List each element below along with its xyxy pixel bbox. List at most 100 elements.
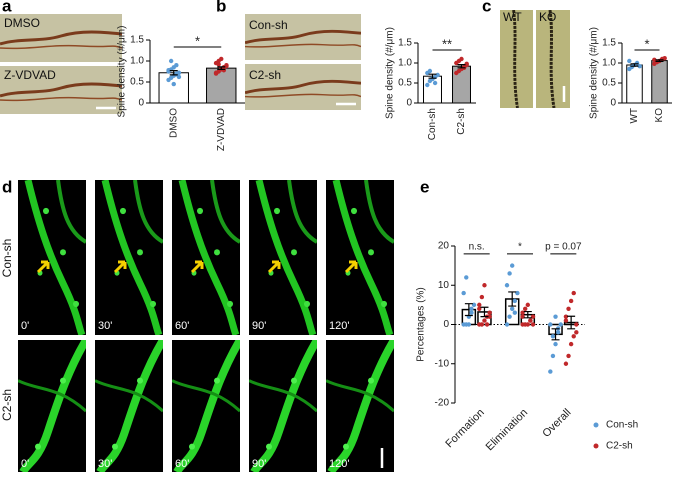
data-point [477, 302, 482, 308]
data-point [469, 310, 474, 315]
data-point [555, 330, 561, 335]
significance: n.s. [469, 241, 485, 252]
error-bar [630, 63, 639, 67]
data-point [571, 334, 576, 339]
data-point [662, 56, 667, 61]
panel-label: d [2, 177, 12, 196]
arrow [344, 260, 358, 274]
time-label: 120' [329, 458, 349, 470]
y-axis-label: Spine density (#/μm) [385, 27, 396, 119]
x-tick-label: DMSO [168, 108, 179, 138]
x-tick-label: Z-VDVAD [216, 108, 227, 151]
micrograph [18, 180, 86, 335]
error-bar [655, 59, 664, 62]
data-point [558, 322, 563, 327]
x-tick-label: Overall [540, 407, 573, 440]
time-lapse: 0' 0' 30' 30' 60' 60' 90' 90' 120' 120' [18, 180, 394, 472]
data-point [466, 322, 472, 327]
y-tick-label: 0.5 [602, 78, 616, 89]
data-point [425, 82, 430, 88]
error-bar [169, 70, 178, 76]
time-label: 0' [21, 458, 29, 470]
data-point [482, 283, 487, 288]
data-point [213, 70, 219, 75]
significance: * [644, 36, 649, 51]
data-point [471, 302, 477, 308]
y-tick-label: 0 [443, 319, 449, 330]
image-label: KO [539, 10, 556, 24]
y-tick-label: -20 [435, 398, 450, 409]
data-point [166, 68, 171, 73]
error-bar [464, 303, 473, 317]
x-tick-label: KO [654, 108, 665, 123]
data-point [464, 61, 469, 66]
data-point [432, 80, 438, 86]
x-tick-label: WT [629, 108, 640, 124]
y-axis-label: Spine density (#/μm) [589, 27, 600, 119]
data-point [553, 314, 558, 319]
data-point [504, 283, 510, 288]
data-point [510, 263, 515, 268]
data-point [461, 290, 466, 296]
y-tick-label: 10 [438, 280, 450, 291]
data-point [464, 275, 469, 280]
data-point [548, 322, 553, 327]
image-label: DMSO [4, 16, 40, 30]
data-point [477, 306, 482, 311]
y-tick-label: 0 [610, 98, 616, 109]
y-tick-label: 0.5 [398, 78, 412, 89]
legend-marker [593, 422, 599, 428]
data-point [566, 353, 571, 359]
data-point [548, 369, 553, 374]
arrow [267, 260, 281, 274]
y-tick-label: 1.0 [130, 56, 144, 67]
image-label: C2-sh [249, 68, 281, 82]
data-point [563, 361, 569, 366]
error-bar [567, 315, 576, 330]
arrow [36, 260, 50, 274]
time-label: 0' [21, 320, 29, 332]
data-point [504, 322, 510, 327]
data-point [174, 62, 179, 68]
data-point [574, 322, 579, 327]
error-bar [457, 63, 466, 69]
significance: * [195, 33, 200, 48]
y-tick-label: 1.5 [130, 35, 144, 46]
significance: ** [442, 36, 452, 51]
data-point [574, 330, 579, 335]
data-point [523, 306, 528, 311]
data-point [512, 298, 517, 304]
data-point [530, 322, 536, 327]
micrograph [18, 340, 86, 472]
y-tick-label: 0 [138, 98, 144, 109]
data-point [427, 68, 433, 74]
data-point [479, 294, 485, 300]
data-point [487, 314, 492, 319]
y-tick-label: 1.5 [602, 38, 616, 49]
row-label: C2-sh [0, 389, 14, 421]
y-tick-label: 20 [438, 241, 450, 252]
row-label: Con-sh [0, 239, 14, 278]
x-tick-label: Formation [443, 407, 487, 451]
image-label: Z-VDVAD [4, 68, 56, 82]
error-bar [551, 328, 560, 341]
data-point [528, 318, 533, 323]
micrograph [249, 180, 317, 335]
significance: * [518, 241, 522, 252]
data-point [487, 310, 492, 315]
micrograph [95, 180, 163, 335]
image-label: Con-sh [249, 18, 288, 32]
panel-label: a [2, 0, 12, 15]
panel-label: b [216, 0, 226, 15]
micrograph [95, 340, 163, 472]
legend-label: C2-sh [606, 441, 633, 452]
y-tick-label: 1.5 [398, 38, 412, 49]
legend-marker [593, 443, 599, 449]
micrograph [500, 10, 533, 108]
y-tick-label: 1.0 [602, 58, 616, 69]
data-point [520, 310, 525, 315]
data-point [571, 290, 576, 296]
data-point [510, 306, 515, 311]
legend-label: Con-sh [606, 420, 638, 431]
